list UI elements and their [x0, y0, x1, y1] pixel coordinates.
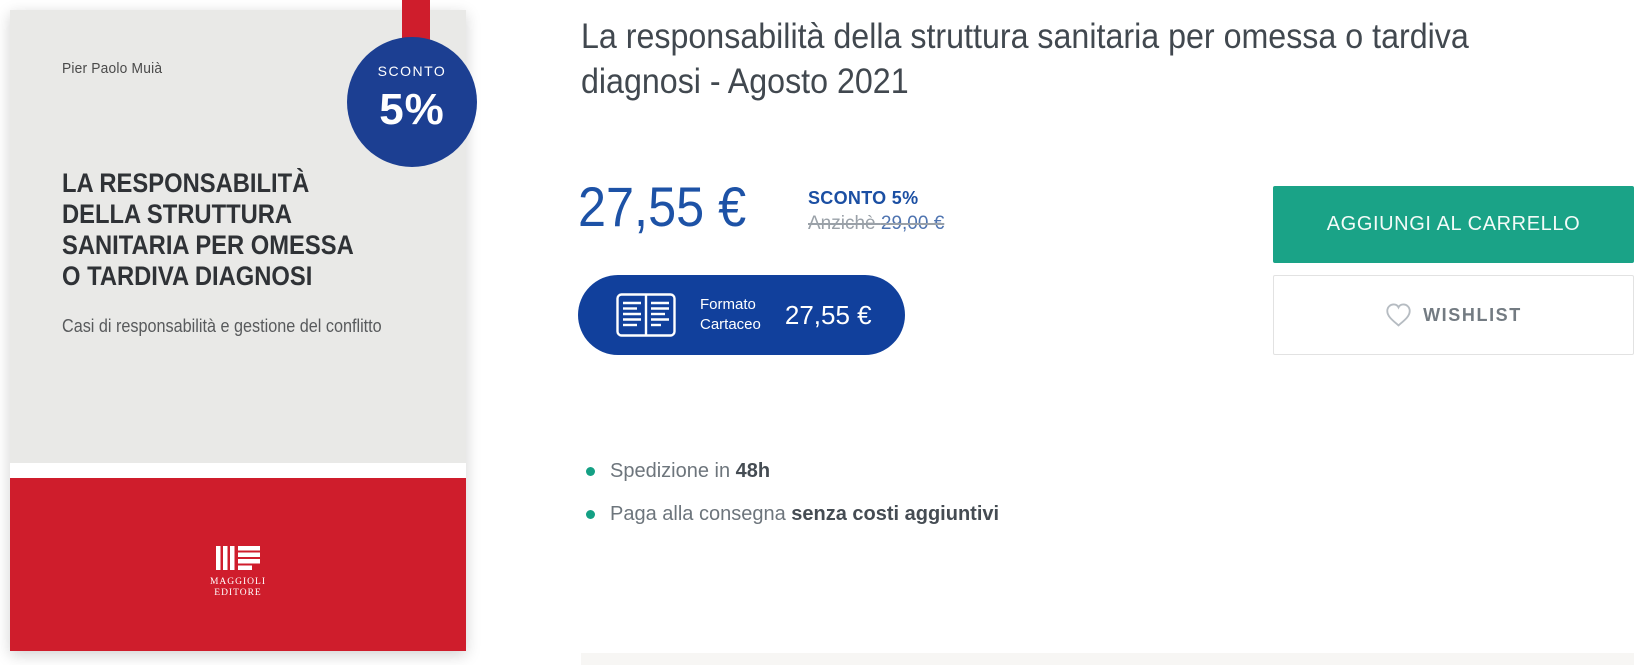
- old-price: Anzichè 29,00 €: [808, 213, 944, 235]
- publisher-name: MAGGIOLI EDITORE: [210, 577, 266, 599]
- feature-list: Spedizione in 48h Paga alla consegna sen…: [581, 458, 1341, 525]
- discount-info: SCONTO 5% Anzichè 29,00 €: [808, 188, 944, 235]
- cover-title-line: DELLA STRUTTURA: [62, 199, 293, 229]
- feature-prefix: Spedizione in: [610, 459, 736, 482]
- open-book-icon: [616, 293, 676, 337]
- bullet-dot-icon: [586, 509, 595, 519]
- format-price: 27,55 €: [784, 299, 872, 330]
- feature-text: Spedizione in 48h: [610, 460, 770, 483]
- current-price: 27,55 €: [578, 175, 747, 238]
- format-label-line2: Cartaceo: [700, 316, 761, 333]
- heart-icon: [1385, 302, 1412, 328]
- cover-title-line: LA RESPONSABILITÀ: [62, 168, 310, 198]
- format-label-line1: Formato: [700, 296, 756, 313]
- discount-label: SCONTO 5%: [808, 188, 919, 208]
- cover-title-line: O TARDIVA DIAGNOSI: [62, 261, 313, 291]
- feature-text: Paga alla consegna senza costi aggiuntiv…: [610, 503, 999, 526]
- discount-badge-value: 5%: [379, 85, 445, 134]
- cover-subtitle: Casi di responsabilità e gestione del co…: [62, 316, 382, 336]
- feature-shipping: Spedizione in 48h: [581, 458, 1341, 484]
- format-cartaceo-button[interactable]: Formato Cartaceo 27,55 €: [578, 275, 905, 355]
- feature-prefix: Paga alla consegna: [610, 502, 792, 525]
- cover-title-line: SANITARIA PER OMESSA: [62, 230, 354, 260]
- book-cover-image[interactable]: Pier Paolo Muià LA RESPONSABILITÀ DELLA …: [10, 0, 477, 651]
- discount-badge: SCONTO 5%: [347, 37, 477, 167]
- bullet-dot-icon: [586, 466, 595, 476]
- wishlist-label: WISHLIST: [1423, 304, 1522, 325]
- ribbon-decoration: [402, 0, 430, 44]
- format-label: Formato Cartaceo: [700, 295, 761, 335]
- maggioli-logo-icon: [216, 546, 260, 570]
- wishlist-button[interactable]: WISHLIST: [1273, 275, 1634, 355]
- feature-bold: senza costi aggiuntivi: [791, 502, 1000, 525]
- publisher-line: EDITORE: [214, 588, 262, 598]
- feature-cash-on-delivery: Paga alla consegna senza costi aggiuntiv…: [581, 501, 1341, 525]
- cover-red-band: MAGGIOLI EDITORE: [10, 478, 466, 651]
- next-section-top-edge: [581, 653, 1634, 665]
- add-to-cart-button[interactable]: AGGIUNGI AL CARRELLO: [1273, 186, 1634, 263]
- cover-title: LA RESPONSABILITÀ DELLA STRUTTURA SANITA…: [62, 168, 354, 292]
- cover-author: Pier Paolo Muià: [62, 60, 163, 77]
- old-price-value: 29,00 €: [880, 213, 945, 234]
- publisher-line: MAGGIOLI: [209, 577, 267, 587]
- feature-bold: 48h: [735, 459, 771, 482]
- page-title: La responsabilità della struttura sanita…: [581, 17, 1469, 101]
- old-price-prefix: Anzichè: [808, 213, 881, 234]
- discount-badge-label: SCONTO: [377, 63, 447, 79]
